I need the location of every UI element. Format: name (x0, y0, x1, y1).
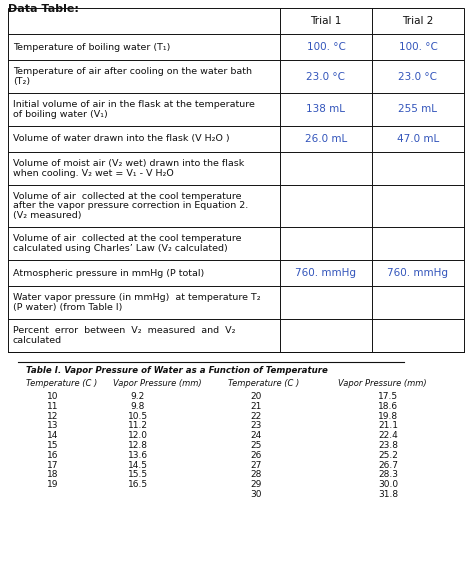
Text: 28.3: 28.3 (378, 470, 398, 479)
Text: 25.2: 25.2 (378, 451, 398, 460)
Text: 100. °C: 100. °C (399, 42, 438, 52)
Text: 23.8: 23.8 (378, 441, 398, 450)
Text: (P water) (from Table I): (P water) (from Table I) (13, 303, 122, 312)
Text: 26: 26 (250, 451, 262, 460)
Text: Volume of air  collected at the cool temperature: Volume of air collected at the cool temp… (13, 192, 241, 201)
Text: 26.7: 26.7 (378, 461, 398, 469)
Text: 21: 21 (250, 402, 262, 411)
Text: Vapor Pressure (mm): Vapor Pressure (mm) (338, 379, 427, 388)
Text: Vapor Pressure (mm): Vapor Pressure (mm) (113, 379, 201, 388)
Text: Water vapor pressure (in mmHg)  at temperature T₂: Water vapor pressure (in mmHg) at temper… (13, 293, 261, 302)
Text: 15.5: 15.5 (128, 470, 148, 479)
Text: 20: 20 (250, 392, 262, 401)
Text: 22.4: 22.4 (378, 431, 398, 440)
Text: 17: 17 (47, 461, 59, 469)
Text: 13.6: 13.6 (128, 451, 148, 460)
Text: 9.2: 9.2 (131, 392, 145, 401)
Text: 760. mmHg: 760. mmHg (388, 268, 448, 278)
Text: Trial 2: Trial 2 (402, 16, 434, 26)
Text: 29: 29 (250, 480, 262, 489)
Text: 13: 13 (47, 421, 59, 431)
Text: 23.0 °C: 23.0 °C (307, 72, 346, 81)
Text: calculated: calculated (13, 336, 62, 344)
Text: after the vapor pressure correction in Equation 2.: after the vapor pressure correction in E… (13, 202, 248, 210)
Text: 9.8: 9.8 (131, 402, 145, 411)
Text: 11.2: 11.2 (128, 421, 148, 431)
Text: 14: 14 (47, 431, 59, 440)
Text: Volume of air  collected at the cool temperature: Volume of air collected at the cool temp… (13, 234, 241, 243)
Text: 12: 12 (47, 412, 59, 421)
Text: 18: 18 (47, 470, 59, 479)
Text: of boiling water (V₁): of boiling water (V₁) (13, 110, 108, 118)
Text: (V₂ measured): (V₂ measured) (13, 211, 82, 220)
Text: 23: 23 (250, 421, 262, 431)
Text: 100. °C: 100. °C (307, 42, 346, 52)
Text: 31.8: 31.8 (378, 490, 398, 499)
Text: 21.1: 21.1 (378, 421, 398, 431)
Text: 47.0 mL: 47.0 mL (397, 134, 439, 144)
Text: 24: 24 (250, 431, 262, 440)
Text: Temperature of boiling water (T₁): Temperature of boiling water (T₁) (13, 43, 170, 51)
Text: 12.8: 12.8 (128, 441, 148, 450)
Text: Table I. Vapor Pressure of Water as a Function of Temperature: Table I. Vapor Pressure of Water as a Fu… (26, 366, 328, 375)
Text: Temperature (C ): Temperature (C ) (228, 379, 299, 388)
Text: 17.5: 17.5 (378, 392, 398, 401)
Bar (8, 8, 464, 352)
Text: 15: 15 (47, 441, 59, 450)
Text: 10.5: 10.5 (128, 412, 148, 421)
Text: calculated using Charles’ Law (V₂ calculated): calculated using Charles’ Law (V₂ calcul… (13, 244, 228, 253)
Text: Temperature of air after cooling on the water bath: Temperature of air after cooling on the … (13, 67, 252, 76)
Text: Atmospheric pressure in mmHg (P total): Atmospheric pressure in mmHg (P total) (13, 269, 204, 277)
Text: 28: 28 (250, 470, 262, 479)
Text: 760. mmHg: 760. mmHg (295, 268, 356, 278)
Text: Volume of moist air (V₂ wet) drawn into the flask: Volume of moist air (V₂ wet) drawn into … (13, 160, 244, 168)
Text: 22: 22 (250, 412, 262, 421)
Text: 16: 16 (47, 451, 59, 460)
Text: (T₂): (T₂) (13, 77, 30, 86)
Text: 30.0: 30.0 (378, 480, 398, 489)
Text: 19: 19 (47, 480, 59, 489)
Text: 18.6: 18.6 (378, 402, 398, 411)
Text: when cooling. V₂ wet = V₁ - V H₂O: when cooling. V₂ wet = V₁ - V H₂O (13, 169, 174, 178)
Text: Percent  error  between  V₂  measured  and  V₂: Percent error between V₂ measured and V₂ (13, 326, 236, 335)
Text: Volume of water drawn into the flask (V H₂O ): Volume of water drawn into the flask (V … (13, 135, 229, 143)
Text: Initial volume of air in the flask at the temperature: Initial volume of air in the flask at th… (13, 100, 255, 109)
Text: 255 mL: 255 mL (399, 105, 438, 114)
Text: 27: 27 (250, 461, 262, 469)
Text: 19.8: 19.8 (378, 412, 398, 421)
Text: 30: 30 (250, 490, 262, 499)
Text: Data Table:: Data Table: (8, 4, 79, 14)
Text: 23.0 °C: 23.0 °C (399, 72, 438, 81)
Text: 10: 10 (47, 392, 59, 401)
Text: 26.0 mL: 26.0 mL (305, 134, 347, 144)
Text: Trial 1: Trial 1 (310, 16, 342, 26)
Text: 25: 25 (250, 441, 262, 450)
Text: Temperature (C ): Temperature (C ) (26, 379, 97, 388)
Text: 11: 11 (47, 402, 59, 411)
Text: 138 mL: 138 mL (307, 105, 346, 114)
Text: 16.5: 16.5 (128, 480, 148, 489)
Text: 12.0: 12.0 (128, 431, 148, 440)
Text: 14.5: 14.5 (128, 461, 148, 469)
